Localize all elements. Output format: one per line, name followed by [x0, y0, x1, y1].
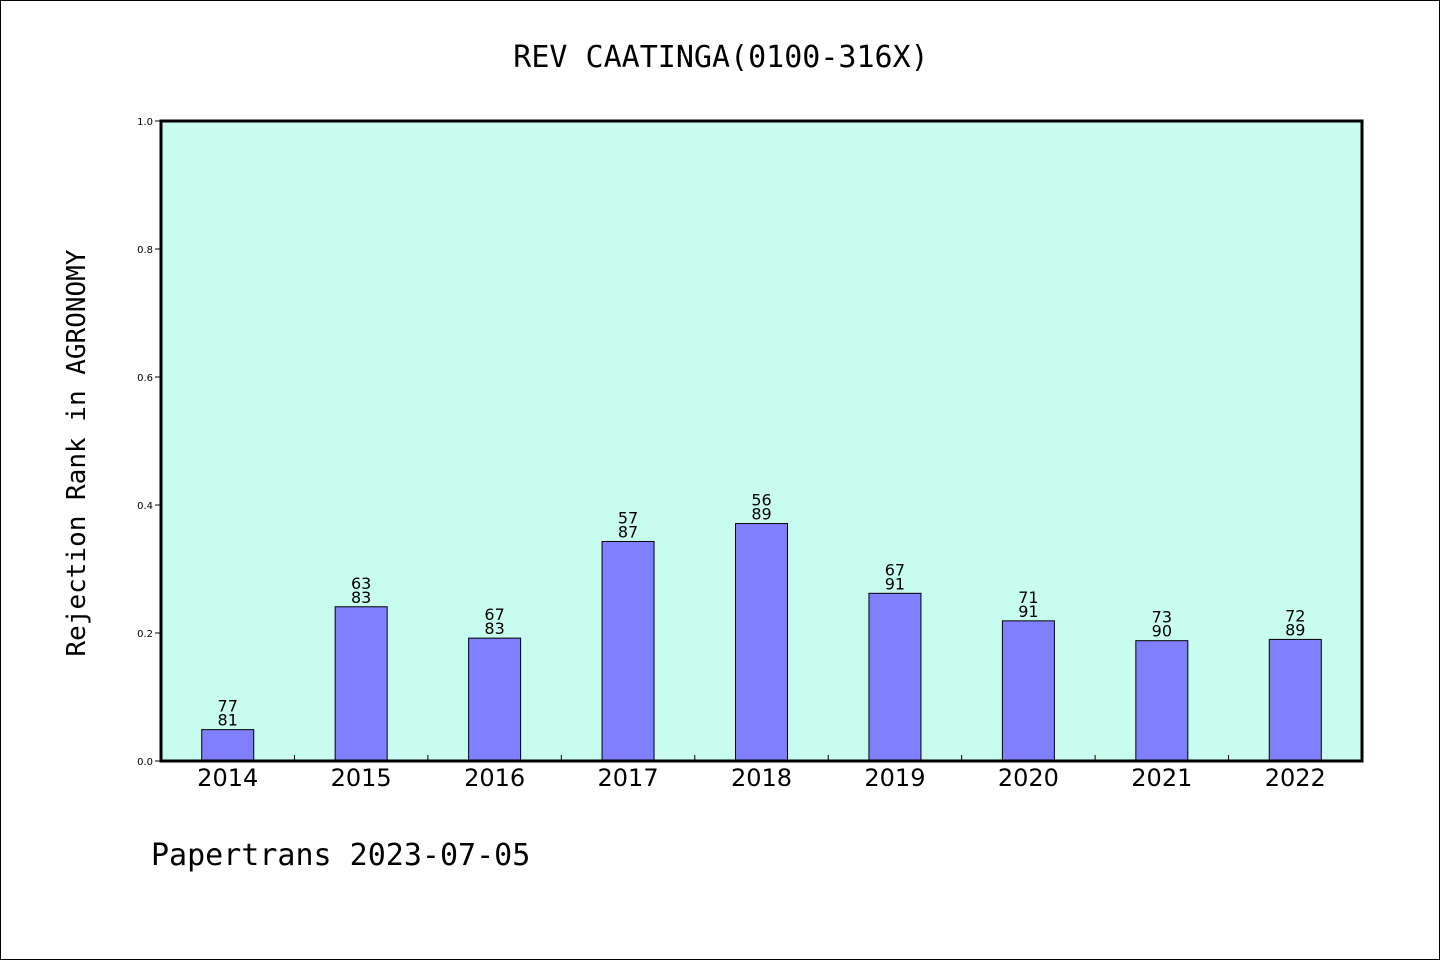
y-tick-label: 0.4 — [137, 501, 153, 512]
y-tick-label: 0.2 — [137, 629, 153, 640]
bar-label-bottom: 87 — [618, 522, 638, 541]
bar-label-bottom: 83 — [351, 588, 371, 607]
y-tick-label: 0.6 — [137, 373, 153, 384]
bar — [1268, 638, 1322, 762]
bar-label-top: 71 — [1018, 588, 1038, 607]
bar-label-top: 73 — [1152, 608, 1172, 627]
bar — [468, 637, 522, 762]
bar — [601, 540, 655, 762]
bar-label-bottom: 90 — [1152, 622, 1172, 641]
x-tick-label: 2015 — [331, 764, 392, 792]
x-tick-label: 2021 — [1131, 764, 1192, 792]
y-tick-label: 0.0 — [137, 757, 153, 768]
x-tick-label: 2017 — [598, 764, 659, 792]
x-tick-label: 2022 — [1265, 764, 1326, 792]
bar-label-top: 57 — [618, 508, 638, 527]
bar-label-bottom: 89 — [751, 505, 771, 524]
y-tick-label: 1.0 — [137, 117, 153, 128]
bar — [1135, 640, 1189, 762]
bar-label-top: 63 — [351, 574, 371, 593]
bar-label-bottom: 83 — [484, 619, 504, 638]
x-tick-label: 2019 — [864, 764, 925, 792]
bar-label-bottom: 91 — [1018, 602, 1038, 621]
x-tick-label: 2016 — [464, 764, 525, 792]
bar-label-top: 67 — [885, 560, 905, 579]
bar — [1001, 620, 1055, 762]
bar-label-bottom: 91 — [885, 574, 905, 593]
plot-area: 0.00.20.40.60.81.07781201463832015678320… — [137, 117, 1364, 792]
bar-label-bottom: 81 — [218, 711, 238, 730]
plot-border — [159, 119, 1364, 763]
bar-label-top: 72 — [1285, 606, 1305, 625]
footer-text: Papertrans 2023-07-05 — [151, 838, 530, 873]
bar-label-bottom: 89 — [1285, 620, 1305, 639]
y-tick-label: 0.8 — [137, 245, 153, 256]
x-tick-label: 2020 — [998, 764, 1059, 792]
bar-label-top: 67 — [484, 605, 504, 624]
bar-label-top: 56 — [751, 491, 771, 510]
bar — [735, 523, 788, 762]
x-tick-label: 2014 — [197, 764, 258, 792]
y-axis-label: Rejection Rank in AGRONOMY — [62, 249, 92, 656]
chart-title: REV CAATINGA(0100-316X) — [513, 40, 928, 75]
bar — [334, 606, 388, 762]
bar-label-top: 77 — [218, 697, 238, 716]
bar — [868, 592, 922, 762]
x-tick-label: 2018 — [731, 764, 792, 792]
bar — [201, 729, 255, 762]
